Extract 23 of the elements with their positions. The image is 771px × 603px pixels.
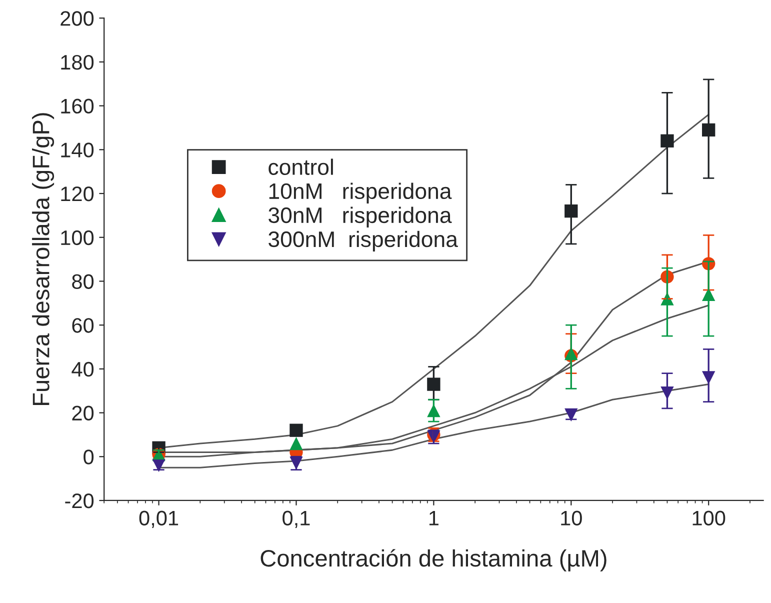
- legend-label: 30nM risperidona: [268, 206, 452, 228]
- y-tick-label: 140: [61, 142, 94, 158]
- x-tick-label: 10: [561, 510, 582, 526]
- y-tick-label: 40: [72, 362, 94, 377]
- y-tick-label: 80: [72, 274, 94, 289]
- x-tick-label: 100: [692, 510, 726, 526]
- legend-label: control: [268, 158, 333, 176]
- y-tick-label: 180: [61, 54, 94, 70]
- y-tick-label: 120: [61, 186, 94, 202]
- y-tick-label: 0: [84, 450, 94, 464]
- legend-label: 300nM risperidona: [268, 230, 458, 252]
- y-tick-label: 60: [72, 318, 94, 333]
- y-tick-label: 20: [72, 406, 94, 421]
- x-tick-label: 0,1: [282, 510, 310, 528]
- y-tick-label: -20: [65, 493, 94, 508]
- x-axis-title: Concentración de histamina (µM): [260, 549, 606, 572]
- y-tick-label: 100: [61, 230, 94, 246]
- legend-label: 10nM risperidona: [269, 182, 452, 204]
- y-tick-label: 200: [60, 11, 94, 26]
- y-axis-title: Fuerza desarrollada (gF/gP): [32, 113, 54, 405]
- x-tick-label: 1: [429, 510, 438, 526]
- x-tick-label: 0,01: [139, 510, 178, 528]
- y-tick-label: 160: [61, 98, 94, 114]
